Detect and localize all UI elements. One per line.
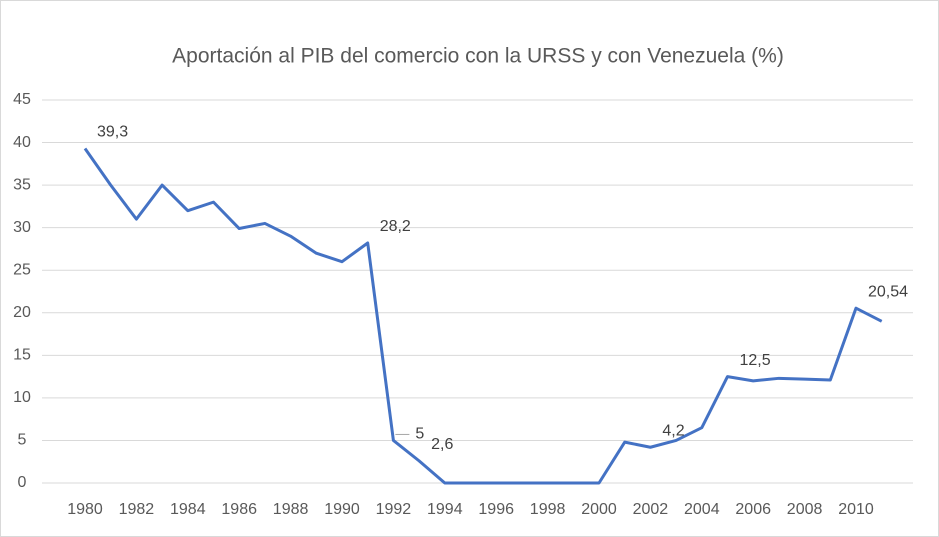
y-tick-label: 30 <box>13 219 31 236</box>
data-label: 39,3 <box>97 124 128 141</box>
y-tick-label: 20 <box>13 304 31 321</box>
x-tick-label: 2004 <box>684 501 720 518</box>
chart-title: Aportación al PIB del comercio con la UR… <box>172 45 784 68</box>
x-tick-label: 1980 <box>67 501 103 518</box>
data-label: 12,5 <box>740 352 771 369</box>
x-tick-label: 1996 <box>478 501 514 518</box>
series-line <box>83 147 883 485</box>
x-tick-label: 1990 <box>324 501 360 518</box>
y-tick-label: 40 <box>13 134 31 151</box>
x-tick-label: 2010 <box>838 501 874 518</box>
x-tick-label: 2008 <box>787 501 823 518</box>
y-tick-label: 25 <box>13 261 31 278</box>
x-tick-label: 1986 <box>221 501 257 518</box>
data-label: 5 <box>415 426 424 443</box>
data-label: 2,6 <box>431 436 453 453</box>
x-tick-label: 1982 <box>119 501 155 518</box>
x-tick-label: 1984 <box>170 501 206 518</box>
data-label: 20,54 <box>868 283 908 300</box>
y-tick-label: 5 <box>18 432 27 449</box>
y-tick-label: 10 <box>13 389 31 406</box>
x-tick-label: 1994 <box>427 501 463 518</box>
y-tick-label: 15 <box>13 347 31 364</box>
data-label: 28,2 <box>380 218 411 235</box>
x-tick-label: 1998 <box>530 501 566 518</box>
data-label: 4,2 <box>662 422 684 439</box>
x-tick-label: 1988 <box>273 501 309 518</box>
y-tick-label: 0 <box>18 474 27 491</box>
x-tick-label: 2002 <box>633 501 669 518</box>
y-tick-label: 45 <box>13 91 31 108</box>
y-tick-label: 35 <box>13 176 31 193</box>
x-tick-label: 2000 <box>581 501 617 518</box>
x-tick-label: 1992 <box>376 501 412 518</box>
x-tick-label: 2006 <box>735 501 771 518</box>
